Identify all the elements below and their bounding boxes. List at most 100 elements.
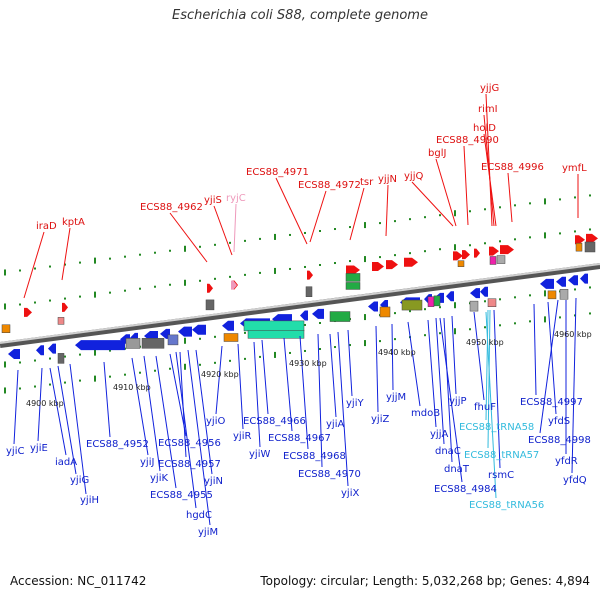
- gene-label-yjjP[interactable]: yjjP: [449, 396, 467, 407]
- gene-label-bglJ[interactable]: bglJ: [428, 148, 446, 159]
- gene-label-ecs88-4971[interactable]: ECS88_4971: [246, 167, 309, 178]
- gene-label-ecs88-4957[interactable]: ECS88_4957: [158, 459, 221, 470]
- gene-label-yjiW[interactable]: yjiW: [249, 449, 270, 460]
- gene-label-tsr[interactable]: tsr: [360, 177, 374, 188]
- gene-label-yjiY[interactable]: yjiY: [346, 398, 364, 409]
- gene-label-yjjM[interactable]: yjjM: [386, 392, 406, 403]
- gene-label-yjiZ[interactable]: yjiZ: [371, 414, 389, 425]
- gene-label-ecs88-4972[interactable]: ECS88_4972: [298, 180, 361, 191]
- gene-label-yjiG[interactable]: yjiG: [70, 475, 89, 486]
- gene-label-holD[interactable]: holD: [473, 123, 496, 134]
- leader-line: [485, 311, 497, 499]
- gene-label-ecs88-4990[interactable]: ECS88_4990: [436, 135, 499, 146]
- gene-label-ecs88-4997[interactable]: ECS88_4997: [520, 397, 583, 408]
- map-title: Escherichia coli S88, complete genome: [172, 8, 428, 23]
- gene-label-ecs88-trna56[interactable]: ECS88_tRNA56: [469, 500, 544, 511]
- leader-line: [283, 337, 293, 432]
- gene-label-ecs88-4956[interactable]: ECS88_4956: [158, 438, 221, 449]
- gene-label-yjjG[interactable]: yjjG: [480, 83, 499, 94]
- lower-dot: [499, 298, 501, 301]
- tick-label-4910: 4910 kbp: [113, 383, 151, 392]
- gray-gene-box: [469, 300, 479, 312]
- upper-dot: [409, 252, 411, 255]
- leader-line: [493, 309, 501, 469]
- gene-label-ecs88-4970[interactable]: ECS88_4970: [298, 469, 361, 480]
- upper-dot: [199, 279, 201, 282]
- top-dot: [109, 257, 111, 260]
- leader-line: [507, 172, 513, 223]
- gene-label-yjjQ[interactable]: yjjQ: [404, 171, 423, 182]
- gene-label-rimI[interactable]: rimI: [478, 104, 498, 115]
- reverse-gene: [568, 275, 578, 286]
- gene-label-ecs88-4955[interactable]: ECS88_4955: [150, 490, 213, 501]
- lower-dot: [484, 300, 486, 303]
- top-dot: [64, 263, 66, 266]
- leader-line: [571, 297, 577, 474]
- gene-label-yjiO[interactable]: yjiO: [206, 416, 225, 427]
- bottom-dot: [334, 346, 336, 349]
- leader-line: [337, 331, 349, 487]
- leader-line: [349, 187, 365, 241]
- gene-label-ecs88-4998[interactable]: ECS88_4998: [528, 435, 591, 446]
- gene-label-ecs88-4966[interactable]: ECS88_4966: [243, 416, 306, 427]
- leader-line: [155, 355, 177, 489]
- gene-label-kptA[interactable]: kptA: [62, 217, 85, 228]
- gene-label-yfdR[interactable]: yfdR: [555, 456, 578, 467]
- top-dot: [229, 241, 231, 244]
- gene-label-yjiN[interactable]: yjiN: [204, 476, 223, 487]
- forward-gene: [489, 246, 499, 256]
- bottom-dot: [19, 387, 21, 390]
- lower-dot: [4, 361, 6, 368]
- gene-label-iraD[interactable]: iraD: [36, 221, 57, 232]
- gene-label-yfdQ[interactable]: yfdQ: [563, 475, 587, 486]
- lower-dot: [94, 349, 96, 356]
- gene-label-yjjN[interactable]: yjjN: [378, 174, 397, 185]
- gene-label-ecs88-4952[interactable]: ECS88_4952: [86, 439, 149, 450]
- gene-label-iadA[interactable]: iadA: [55, 457, 77, 468]
- gene-label-yjiA[interactable]: yjiA: [326, 419, 344, 430]
- upper-dot: [229, 275, 231, 278]
- gene-label-ymfL[interactable]: ymfL: [562, 163, 587, 174]
- gene-label-yjiM[interactable]: yjiM: [198, 527, 218, 538]
- upper-dot: [544, 232, 546, 239]
- tick-label-4920: 4920 kbp: [201, 370, 239, 379]
- gene-label-hgdC[interactable]: hgdC: [186, 510, 212, 521]
- bottom-dot: [4, 387, 6, 394]
- gene-label-ecs88-4968[interactable]: ECS88_4968: [283, 451, 346, 462]
- gene-label-yjiC[interactable]: yjiC: [6, 446, 24, 457]
- top-dot: [214, 243, 216, 246]
- gene-label-yjiH[interactable]: yjiH: [80, 495, 99, 506]
- gene-label-yfdS[interactable]: yfdS: [548, 416, 570, 427]
- lower-dot: [424, 308, 426, 311]
- gene-label-ecs88-4996[interactable]: ECS88_4996: [481, 162, 544, 173]
- gene-label-yjiK[interactable]: yjiK: [150, 473, 168, 484]
- gene-label-fhuF[interactable]: fhuF: [474, 402, 496, 413]
- gene-label-dnaT[interactable]: dnaT: [444, 464, 470, 475]
- gene-label-yjiR[interactable]: yjiR: [233, 431, 251, 442]
- leader-line: [427, 319, 437, 428]
- bottom-dot: [289, 351, 291, 354]
- bottom-dot: [349, 344, 351, 347]
- gene-label-yjjA[interactable]: yjjA: [430, 429, 448, 440]
- gene-label-yjiX[interactable]: yjiX: [341, 488, 359, 499]
- gene-label-dnaC[interactable]: dnaC: [435, 446, 461, 457]
- forward-gene: [500, 245, 514, 255]
- gene-label-ecs88-4962[interactable]: ECS88_4962: [140, 202, 203, 213]
- tick-label-4900: 4900 kbp: [26, 399, 64, 408]
- leader-line: [237, 343, 244, 430]
- label-leader-lines: [13, 93, 579, 526]
- gene-label-yjiJ[interactable]: yjiJ: [140, 457, 154, 468]
- gene-label-yjiS[interactable]: yjiS: [204, 195, 222, 206]
- gene-label-ryjC[interactable]: ryjC: [226, 193, 246, 204]
- gene-label-mdoB[interactable]: mdoB: [411, 408, 440, 419]
- gene-label-ecs88-4967[interactable]: ECS88_4967: [268, 433, 331, 444]
- upper-dot: [289, 267, 291, 270]
- gene-label-ecs88-trna58[interactable]: ECS88_tRNA58: [459, 422, 534, 433]
- top-dot: [409, 218, 411, 221]
- gene-label-yjiE[interactable]: yjiE: [30, 443, 48, 454]
- gene-label-rsmC[interactable]: rsmC: [488, 470, 514, 481]
- gene-label-ecs88-4984[interactable]: ECS88_4984: [434, 484, 497, 495]
- lower-dot: [439, 306, 441, 309]
- gene-label-ecs88-trna57[interactable]: ECS88_tRNA57: [464, 450, 539, 461]
- upper-dot: [169, 283, 171, 286]
